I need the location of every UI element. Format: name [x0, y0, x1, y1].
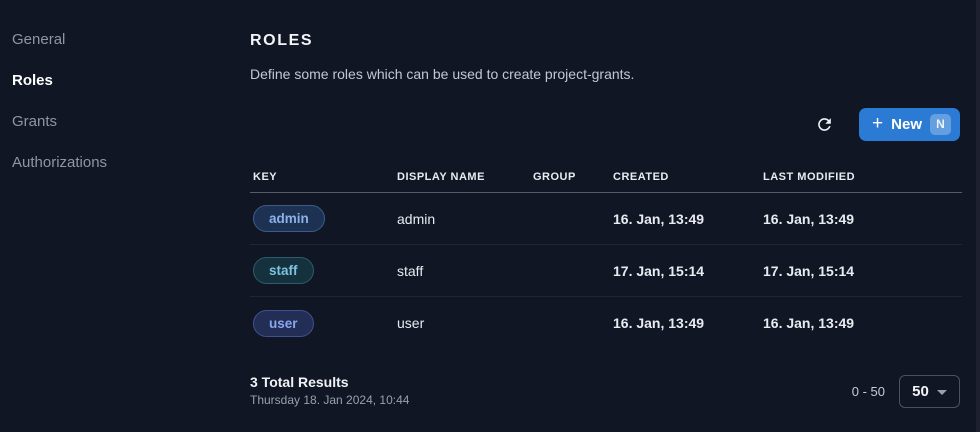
table-row[interactable]: staff staff 17. Jan, 15:14 17. Jan, 15:1…: [250, 245, 962, 297]
sidebar-item-authorizations[interactable]: Authorizations: [12, 154, 108, 171]
caret-down-icon: [936, 389, 947, 395]
table-header-row: KEY DISPLAY NAME GROUP CREATED LAST MODI…: [250, 161, 962, 193]
page-description: Define some roles which can be used to c…: [250, 66, 635, 82]
pagination-range-label: 0 - 50: [851, 383, 885, 399]
refresh-icon-glyph: [817, 117, 831, 131]
column-header-display-name: DISPLAY NAME: [397, 170, 485, 183]
role-key-badge: admin: [253, 205, 325, 232]
pagination-controls: 0 - 50 50: [852, 374, 960, 408]
page-title: ROLES: [250, 32, 314, 49]
plus-icon: +: [872, 112, 884, 134]
table-row[interactable]: user user 16. Jan, 13:49 16. Jan, 13:49: [250, 297, 962, 349]
new-button-label: New: [891, 115, 922, 133]
column-header-group: GROUP: [533, 170, 576, 183]
cell-display-name: admin: [397, 210, 436, 227]
cell-created: 16. Jan, 13:49: [613, 210, 705, 227]
settings-sidebar: General Roles Grants Authorizations: [0, 0, 240, 432]
results-timestamp: Thursday 18. Jan 2024, 10:44: [250, 393, 410, 407]
role-key-badge: staff: [253, 257, 314, 284]
sidebar-item-grants[interactable]: Grants: [12, 113, 58, 130]
total-results-label: 3 Total Results: [250, 374, 349, 390]
column-header-key: KEY: [253, 170, 278, 183]
page-size-value: 50: [912, 382, 929, 400]
column-header-last-modified: LAST MODIFIED: [763, 170, 856, 183]
table-row[interactable]: admin admin 16. Jan, 13:49 16. Jan, 13:4…: [250, 193, 962, 245]
cell-last-modified: 16. Jan, 13:49: [763, 315, 855, 331]
cell-created: 17. Jan, 15:14: [613, 262, 705, 279]
cell-display-name: user: [397, 315, 425, 331]
sidebar-item-general[interactable]: General: [12, 31, 66, 48]
shortcut-badge-n: N: [930, 113, 951, 135]
table-toolbar: + New N: [811, 107, 960, 141]
vertical-scrollbar[interactable]: [976, 0, 980, 432]
column-header-created: CREATED: [613, 170, 669, 183]
results-summary: 3 Total Results Thursday 18. Jan 2024, 1…: [250, 374, 409, 407]
roles-table: KEY DISPLAY NAME GROUP CREATED LAST MODI…: [250, 161, 962, 349]
roles-panel: ROLES Define some roles which can be use…: [250, 0, 962, 432]
new-role-button[interactable]: + New N: [859, 107, 960, 141]
refresh-icon[interactable]: [811, 111, 837, 137]
cell-last-modified: 17. Jan, 15:14: [763, 262, 855, 279]
sidebar-item-roles[interactable]: Roles: [12, 72, 53, 89]
role-key-badge: user: [253, 309, 314, 337]
cell-created: 16. Jan, 13:49: [613, 315, 705, 331]
page-size-select[interactable]: 50: [899, 374, 960, 408]
cell-display-name: staff: [397, 262, 424, 279]
cell-last-modified: 16. Jan, 13:49: [763, 210, 855, 227]
